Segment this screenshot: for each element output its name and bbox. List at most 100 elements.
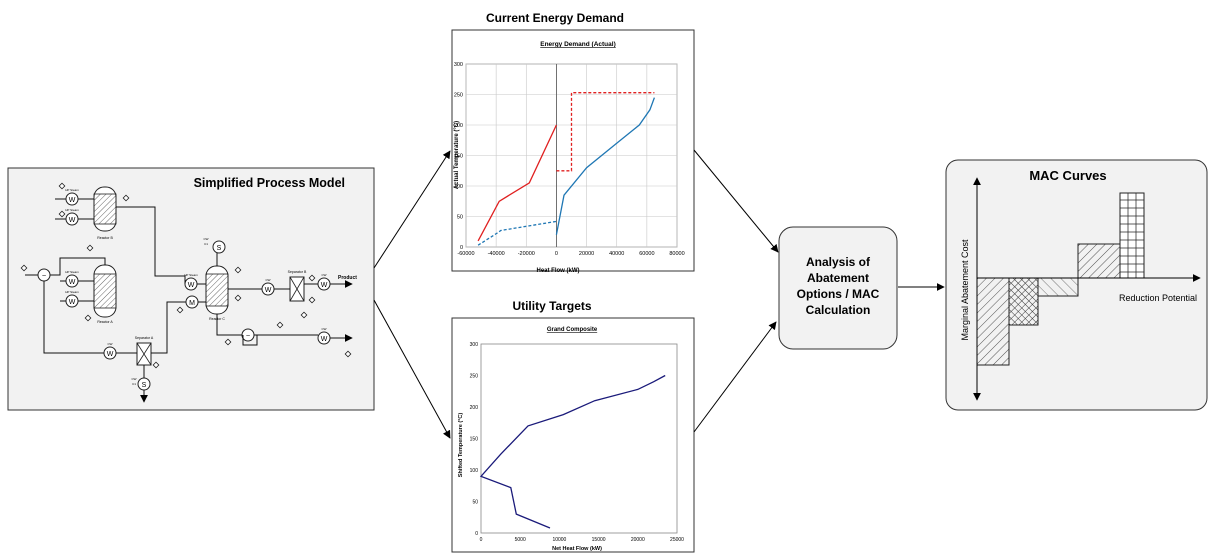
energy-y-tick-label: 150 xyxy=(454,154,463,160)
svg-text:HP Steam: HP Steam xyxy=(65,290,79,294)
mac-x-axis-label: Reduction Potential xyxy=(1119,293,1197,303)
svg-text:C1: C1 xyxy=(132,382,136,386)
svg-text:W: W xyxy=(321,282,328,289)
energy-x-tick-label: -40000 xyxy=(488,251,505,257)
reactor-a: Reactor A xyxy=(93,264,117,324)
reactor-b: Reactor B xyxy=(93,186,117,240)
energy-x-tick-label: 20000 xyxy=(579,251,594,257)
gc-y-tick-label: 0 xyxy=(475,531,478,537)
mac-bar-4 xyxy=(1077,243,1121,279)
svg-text:CW: CW xyxy=(204,237,209,241)
energy-y-axis-label: Actual Temperature (°C) xyxy=(454,121,460,189)
utility-chart-heading: Utility Targets xyxy=(512,299,591,313)
svg-text:W: W xyxy=(69,197,76,204)
svg-text:Reactor B: Reactor B xyxy=(97,236,113,240)
energy-series-line-2 xyxy=(555,97,656,235)
mac-bar-5 xyxy=(1119,192,1145,279)
mac-bar-1 xyxy=(976,277,1010,366)
gc-y-tick-label: 150 xyxy=(470,437,479,443)
gc-y-tick-label: 300 xyxy=(470,342,479,348)
gc-x-tick-label: 10000 xyxy=(552,537,566,543)
mac-title: MAC Curves xyxy=(1029,168,1106,183)
analysis-line-4: Calculation xyxy=(806,303,871,317)
svg-text:HP Steam: HP Steam xyxy=(65,270,79,274)
energy-y-tick-label: 100 xyxy=(454,184,463,190)
grand-composite-plot-area: 0 5000 10000 15000 20000 25000 0 50 100 150 200 250… xyxy=(470,342,685,543)
energy-chart-title: Energy Demand (Actual) xyxy=(540,41,616,48)
svg-text:M: M xyxy=(189,300,195,307)
svg-text:CW: CW xyxy=(322,273,327,277)
svg-text:CW: CW xyxy=(108,342,113,346)
energy-x-axis-label: Heat Flow (kW) xyxy=(537,268,580,274)
process-piping xyxy=(25,198,353,403)
mac-bar-2 xyxy=(1008,277,1039,326)
svg-text:Reactor A: Reactor A xyxy=(97,320,113,324)
svg-text:S: S xyxy=(217,245,222,252)
energy-x-tick-label: 0 xyxy=(555,251,558,257)
svg-text:~: ~ xyxy=(246,333,250,340)
svg-text:W: W xyxy=(69,299,76,306)
gc-x-tick-label: 25000 xyxy=(670,537,684,543)
energy-x-tick-label: -60000 xyxy=(457,251,474,257)
svg-text:S: S xyxy=(142,382,147,389)
mac-curves-panel: MAC Curves Marginal Abatement Cost Reduc… xyxy=(945,159,1208,411)
svg-text:W: W xyxy=(265,287,272,294)
energy-y-tick-label: 250 xyxy=(454,93,463,99)
mac-bars xyxy=(976,192,1145,366)
energy-y-tick-label: 50 xyxy=(457,215,463,221)
energy-series-line-0 xyxy=(477,124,557,242)
gc-x-tick-label: 0 xyxy=(480,537,483,543)
svg-text:CW: CW xyxy=(132,377,137,381)
gc-x-tick-label: 15000 xyxy=(592,537,606,543)
flow-arrows xyxy=(373,149,945,439)
instrument-tags xyxy=(20,182,352,369)
energy-y-tick-label: 0 xyxy=(460,245,463,251)
gc-series-line-0 xyxy=(479,374,666,529)
heater-glyphs: W W W W W W W W W M S S ~ ~ xyxy=(42,197,328,389)
gc-y-axis-label: Shifted Temperature (°C) xyxy=(458,413,464,478)
arrow-energy-to-analysis xyxy=(693,149,779,253)
svg-text:HP Steam: HP Steam xyxy=(65,188,79,192)
utility-chart-panel: Grand Composite 0 5000 10000 15000 20000 2500… xyxy=(451,317,695,553)
analysis-line-1: Analysis of xyxy=(806,255,871,269)
svg-text:HP Steam: HP Steam xyxy=(65,208,79,212)
gc-x-axis-label: Net Heat Flow (kW) xyxy=(552,546,602,552)
svg-text:HP Steam: HP Steam xyxy=(184,273,198,277)
energy-x-tick-label: 60000 xyxy=(639,251,654,257)
utility-tiny-labels: HP Steam HP Steam HP Steam HP Steam HP S… xyxy=(65,188,326,386)
svg-text:C1: C1 xyxy=(204,242,208,246)
gc-y-tick-label: 250 xyxy=(470,374,479,380)
gc-x-tick-label: 5000 xyxy=(515,537,526,543)
energy-y-tick-label: 200 xyxy=(454,123,463,129)
energy-chart-panel: Energy Demand (Actual) -60000 -40000 -2000… xyxy=(451,29,695,274)
svg-text:Separator B: Separator B xyxy=(288,270,307,274)
energy-series-line-3 xyxy=(477,220,557,246)
product-label: Product xyxy=(338,275,357,281)
gc-x-tick-label: 20000 xyxy=(631,537,645,543)
svg-text:W: W xyxy=(69,279,76,286)
process-model-panel: Simplified Process Model Reactor B React… xyxy=(7,167,375,411)
energy-plot-area: -60000 -40000 -20000 0 20000 40000 60000 80000 0… xyxy=(454,62,685,257)
analysis-box: Analysis of Abatement Options / MAC Calc… xyxy=(778,226,898,350)
svg-text:~: ~ xyxy=(42,273,46,280)
energy-x-tick-label: -20000 xyxy=(518,251,535,257)
gc-plot-frame xyxy=(480,343,678,534)
svg-text:W: W xyxy=(188,282,195,289)
analysis-line-3: Options / MAC xyxy=(797,287,880,301)
gc-y-tick-label: 50 xyxy=(472,500,478,506)
energy-chart-heading: Current Energy Demand xyxy=(486,11,624,25)
svg-text:CW: CW xyxy=(266,278,271,282)
svg-text:CW: CW xyxy=(322,327,327,331)
mac-bar-3 xyxy=(1037,277,1079,297)
svg-text:W: W xyxy=(107,351,114,358)
grand-composite-title: Grand Composite xyxy=(547,327,598,333)
arrow-model-to-utility xyxy=(373,299,451,439)
energy-x-tick-label: 40000 xyxy=(609,251,624,257)
mac-y-axis-label: Marginal Abatement Cost xyxy=(960,239,970,341)
process-model-title: Simplified Process Model xyxy=(194,176,345,190)
svg-text:W: W xyxy=(69,217,76,224)
analysis-line-2: Abatement xyxy=(807,271,869,285)
arrow-utility-to-analysis xyxy=(693,321,777,433)
energy-series-line-1 xyxy=(556,92,655,172)
